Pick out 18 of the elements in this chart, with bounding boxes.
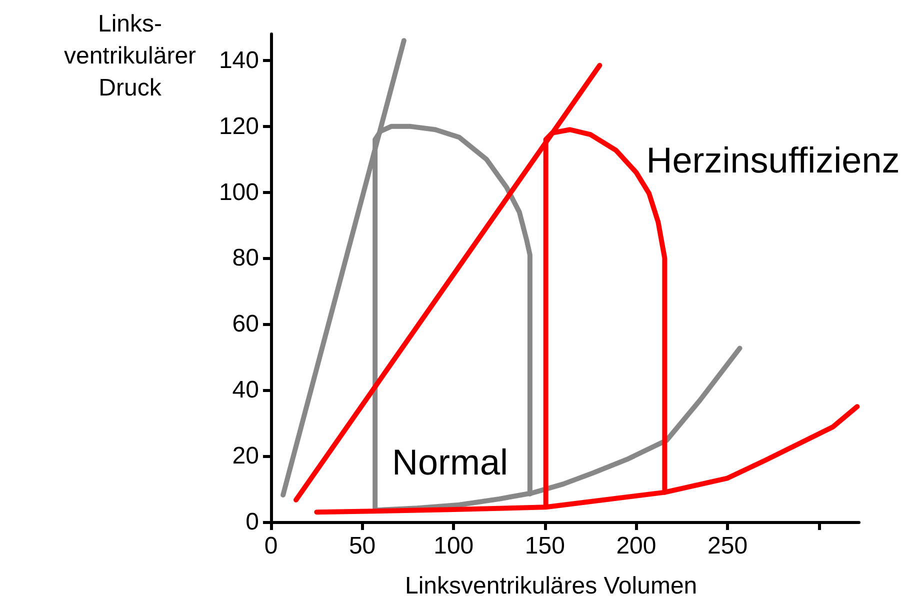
x-tick-label: 0 (264, 532, 278, 560)
x-tick-label: 250 (708, 532, 748, 560)
y-tick-label: 0 (246, 508, 259, 536)
y-tick-label: 40 (232, 376, 259, 404)
annotation: Herzinsuffizienz (646, 140, 900, 180)
y-tick-label: 120 (218, 112, 259, 140)
y-tick-label: 80 (232, 244, 259, 272)
x-tick-label: 150 (524, 532, 565, 560)
x-tick-label: 200 (616, 532, 656, 560)
x-tick-label: 50 (348, 532, 376, 560)
y-tick-label: 60 (232, 310, 259, 338)
y-tick-label: 100 (218, 178, 259, 206)
y-axis-title: Links- ventrikulärer Druck (64, 10, 196, 102)
x-axis-title: Linksventrikuläres Volumen (405, 572, 698, 600)
y-tick-label: 140 (218, 46, 259, 74)
annotation: Normal (392, 442, 508, 482)
y-tick-label: 20 (232, 442, 259, 470)
x-tick-label: 100 (434, 532, 474, 560)
